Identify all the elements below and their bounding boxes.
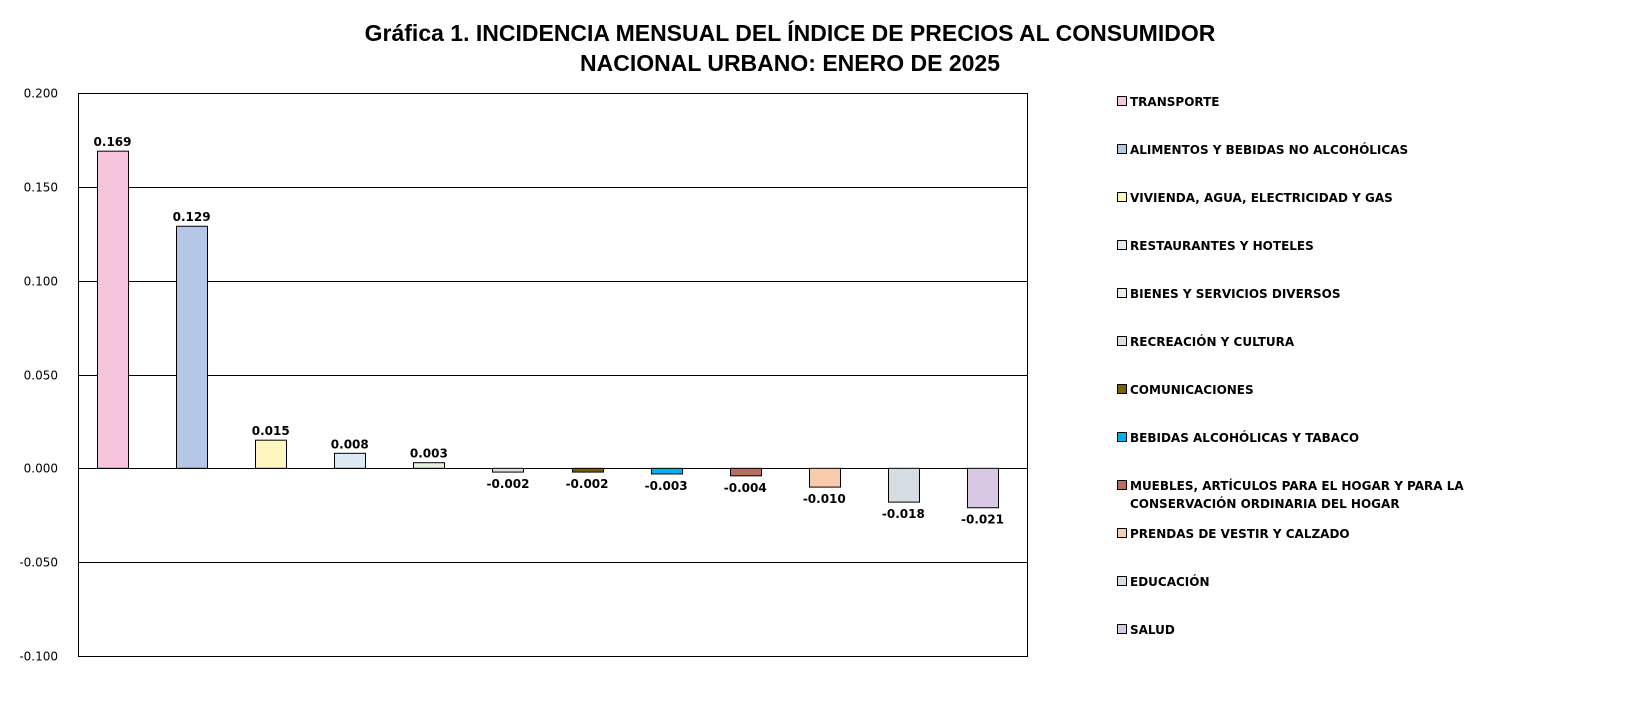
legend-swatch xyxy=(1117,624,1127,634)
legend-swatch xyxy=(1117,288,1127,298)
legend-label: BEBIDAS ALCOHÓLICAS Y TABACO xyxy=(1130,430,1359,445)
bar xyxy=(492,467,524,473)
y-tick-label: 0.200 xyxy=(24,87,58,101)
legend-label: SALUD xyxy=(1130,623,1175,637)
bar xyxy=(334,452,366,469)
legend-swatch xyxy=(1117,432,1127,442)
legend-item: BEBIDAS ALCOHÓLICAS Y TABACO xyxy=(1117,430,1359,445)
legend-item: COMUNICACIONES xyxy=(1117,383,1254,397)
legend-swatch xyxy=(1117,240,1127,250)
legend-item: EDUCACIÓN xyxy=(1117,574,1210,589)
legend-item: PRENDAS DE VESTIR Y CALZADO xyxy=(1117,527,1350,541)
legend-label: ALIMENTOS Y BEBIDAS NO ALCOHÓLICAS xyxy=(1130,142,1408,157)
bar xyxy=(413,462,445,469)
data-label: 0.129 xyxy=(173,210,211,224)
bar xyxy=(97,150,129,469)
y-tick-label: -0.100 xyxy=(19,650,58,664)
legend-swatch xyxy=(1117,528,1127,538)
legend-label: RESTAURANTES Y HOTELES xyxy=(1130,239,1314,253)
data-label: -0.010 xyxy=(803,492,846,506)
legend-item: VIVIENDA, AGUA, ELECTRICIDAD Y GAS xyxy=(1117,191,1393,205)
plot-area-border xyxy=(78,93,1028,657)
bar xyxy=(888,467,920,503)
data-label: -0.002 xyxy=(486,477,529,491)
legend-item: RECREACIÓN Y CULTURA xyxy=(1117,334,1295,349)
data-label: -0.021 xyxy=(961,513,1004,527)
bar xyxy=(730,467,762,477)
legend-item: MUEBLES, ARTÍCULOS PARA EL HOGAR Y PARA … xyxy=(1117,478,1464,511)
chart-title-line-1: Gráfica 1. INCIDENCIA MENSUAL DEL ÍNDICE… xyxy=(365,19,1216,46)
data-label: -0.004 xyxy=(724,481,767,495)
bar xyxy=(255,439,287,469)
y-tick-label: 0.050 xyxy=(24,369,58,383)
legend-item: BIENES Y SERVICIOS DIVERSOS xyxy=(1117,287,1341,301)
y-tick-label: 0.000 xyxy=(24,462,58,476)
bar xyxy=(967,467,999,509)
data-label: -0.003 xyxy=(645,479,688,493)
legend-label: PRENDAS DE VESTIR Y CALZADO xyxy=(1130,527,1350,541)
data-label: 0.169 xyxy=(94,135,132,149)
chart-title-line-2: NACIONAL URBANO: ENERO DE 2025 xyxy=(580,50,1000,76)
data-label: -0.002 xyxy=(566,477,609,491)
legend-label: VIVIENDA, AGUA, ELECTRICIDAD Y GAS xyxy=(1130,191,1393,205)
bar xyxy=(572,467,604,473)
legend-swatch xyxy=(1117,384,1127,394)
legend-label: MUEBLES, ARTÍCULOS PARA EL HOGAR Y PARA … xyxy=(1130,478,1464,493)
legend-item: ALIMENTOS Y BEBIDAS NO ALCOHÓLICAS xyxy=(1117,142,1408,157)
legend-item: TRANSPORTE xyxy=(1117,95,1219,109)
legend-label: EDUCACIÓN xyxy=(1130,574,1210,589)
legend-label: COMUNICACIONES xyxy=(1130,383,1254,397)
legend-item: RESTAURANTES Y HOTELES xyxy=(1117,239,1314,253)
data-label: 0.015 xyxy=(252,424,290,438)
legend-swatch xyxy=(1117,576,1127,586)
legend-label: TRANSPORTE xyxy=(1130,95,1219,109)
legend-swatch xyxy=(1117,96,1127,106)
legend-item: SALUD xyxy=(1117,623,1175,637)
bar xyxy=(176,225,208,469)
legend-swatch xyxy=(1117,336,1127,346)
bar xyxy=(651,467,683,475)
legend-label: RECREACIÓN Y CULTURA xyxy=(1130,334,1295,349)
legend-swatch xyxy=(1117,480,1127,490)
legend-label: CONSERVACIÓN ORDINARIA DEL HOGAR xyxy=(1130,496,1400,511)
legend-label: BIENES Y SERVICIOS DIVERSOS xyxy=(1130,287,1341,301)
y-tick-label: 0.150 xyxy=(24,181,58,195)
bar xyxy=(809,467,841,488)
y-tick-label: 0.100 xyxy=(24,275,58,289)
legend-swatch xyxy=(1117,192,1127,202)
y-tick-label: -0.050 xyxy=(19,556,58,570)
data-label: 0.003 xyxy=(410,447,448,461)
data-label: -0.018 xyxy=(882,507,925,521)
data-label: 0.008 xyxy=(331,437,369,451)
legend-swatch xyxy=(1117,144,1127,154)
